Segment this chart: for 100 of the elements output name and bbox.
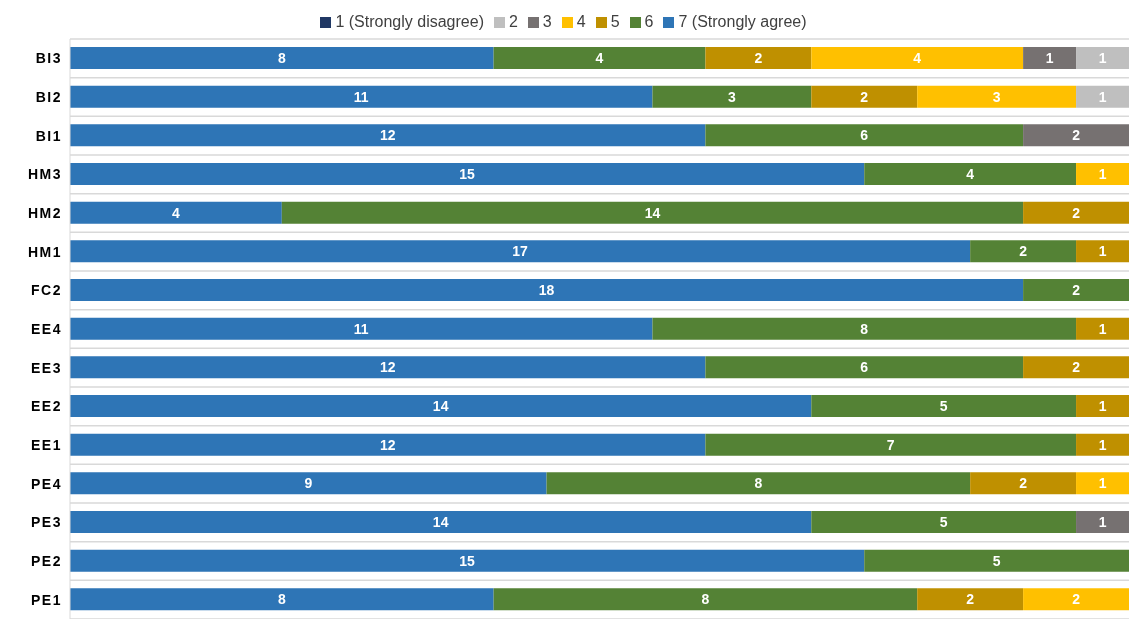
bar: [70, 549, 865, 572]
legend-label: 6: [644, 13, 654, 30]
legend-label: 3: [542, 13, 552, 30]
data-label: 15: [459, 552, 476, 569]
data-label: 1: [1098, 436, 1107, 453]
bar: [811, 85, 918, 108]
y-tick-label: BI1: [35, 127, 62, 144]
bar: [1023, 47, 1077, 69]
y-tick-label: HM2: [27, 204, 62, 221]
data-label: 2: [1072, 281, 1081, 298]
bar: [493, 47, 706, 69]
bar: [705, 124, 1024, 147]
data-label: 2: [1019, 243, 1028, 260]
data-label: 17: [512, 243, 529, 260]
data-label: 8: [277, 49, 286, 66]
data-label: 14: [432, 397, 449, 414]
data-label: 9: [304, 475, 313, 492]
bar: [705, 356, 1024, 379]
data-label: 2: [966, 591, 975, 608]
bar: [546, 472, 971, 495]
bar: [811, 511, 1077, 533]
bar: [705, 433, 1077, 456]
bar: [1076, 472, 1129, 495]
data-label: 1: [1098, 88, 1107, 105]
bar: [1076, 163, 1129, 185]
bar: [1023, 124, 1129, 147]
y-tick-label: BI3: [35, 50, 62, 67]
bar: [70, 279, 1024, 301]
data-label: 6: [860, 359, 869, 376]
data-label: 1: [1045, 49, 1054, 66]
data-label: 1: [1098, 243, 1107, 260]
bar: [70, 588, 494, 611]
bar: [1023, 588, 1129, 611]
y-tick-label: PE4: [31, 475, 62, 492]
y-tick-label: HM1: [27, 243, 62, 260]
bar: [70, 395, 812, 417]
data-label: 2: [1019, 475, 1028, 492]
bar: [1076, 240, 1129, 263]
data-label: 1: [1098, 320, 1107, 337]
bar: [864, 549, 1129, 572]
data-label: 6: [860, 127, 869, 144]
bar: [70, 124, 706, 147]
data-label: 7: [886, 436, 895, 453]
data-label: 2: [1072, 591, 1081, 608]
data-label: 1: [1098, 165, 1107, 182]
data-label: 8: [754, 475, 763, 492]
data-label: 14: [432, 513, 449, 530]
data-label: 4: [172, 204, 180, 221]
y-tick-label: PE2: [31, 552, 62, 569]
bar: [281, 201, 1024, 224]
data-label: 2: [860, 88, 869, 105]
y-tick-label: EE3: [31, 359, 62, 376]
data-label: 15: [459, 165, 476, 182]
data-label: 11: [353, 88, 369, 105]
bar: [1076, 317, 1129, 340]
data-label: 12: [379, 436, 396, 453]
bar: [1076, 395, 1129, 417]
bar: [1076, 47, 1129, 69]
y-tick-label: FC2: [31, 282, 62, 299]
bar: [70, 85, 653, 108]
bar: [1076, 85, 1129, 108]
bar: [1076, 433, 1129, 456]
bar: [811, 395, 1077, 417]
data-label: 14: [644, 204, 661, 221]
legend-label: 5: [610, 13, 620, 30]
data-label: 3: [992, 88, 1001, 105]
bar: [652, 85, 812, 108]
bar: [70, 47, 494, 69]
data-label: 8: [701, 591, 710, 608]
data-label: 5: [992, 552, 1001, 569]
data-label: 5: [939, 513, 948, 530]
data-label: 1: [1098, 513, 1107, 530]
bar: [1023, 279, 1129, 301]
y-tick-label: BI2: [35, 88, 62, 105]
bar: [70, 472, 547, 495]
bar: [1023, 356, 1129, 379]
data-label: 12: [379, 127, 396, 144]
y-tick-label: EE1: [31, 436, 62, 453]
data-label: 4: [595, 49, 604, 66]
data-label: 1: [1098, 49, 1107, 66]
data-label: 18: [538, 281, 555, 298]
legend-label: 2: [508, 13, 518, 30]
data-label: 2: [754, 49, 763, 66]
legend-label: 1 (Strongly disagree): [335, 13, 484, 30]
y-tick-label: EE2: [31, 398, 62, 415]
data-label: 4: [913, 49, 922, 66]
bar: [493, 588, 918, 611]
bar: [652, 317, 1077, 340]
data-label: 3: [727, 88, 736, 105]
bar: [811, 47, 1024, 69]
data-label: 12: [379, 359, 396, 376]
data-label: 11: [353, 320, 369, 337]
bar: [864, 163, 1077, 185]
y-tick-label: PE3: [31, 514, 62, 531]
bar: [1023, 201, 1129, 224]
bar: [70, 317, 653, 340]
bar: [70, 433, 706, 456]
data-label: 8: [860, 320, 869, 337]
bar: [70, 163, 865, 185]
bar: [70, 511, 812, 533]
